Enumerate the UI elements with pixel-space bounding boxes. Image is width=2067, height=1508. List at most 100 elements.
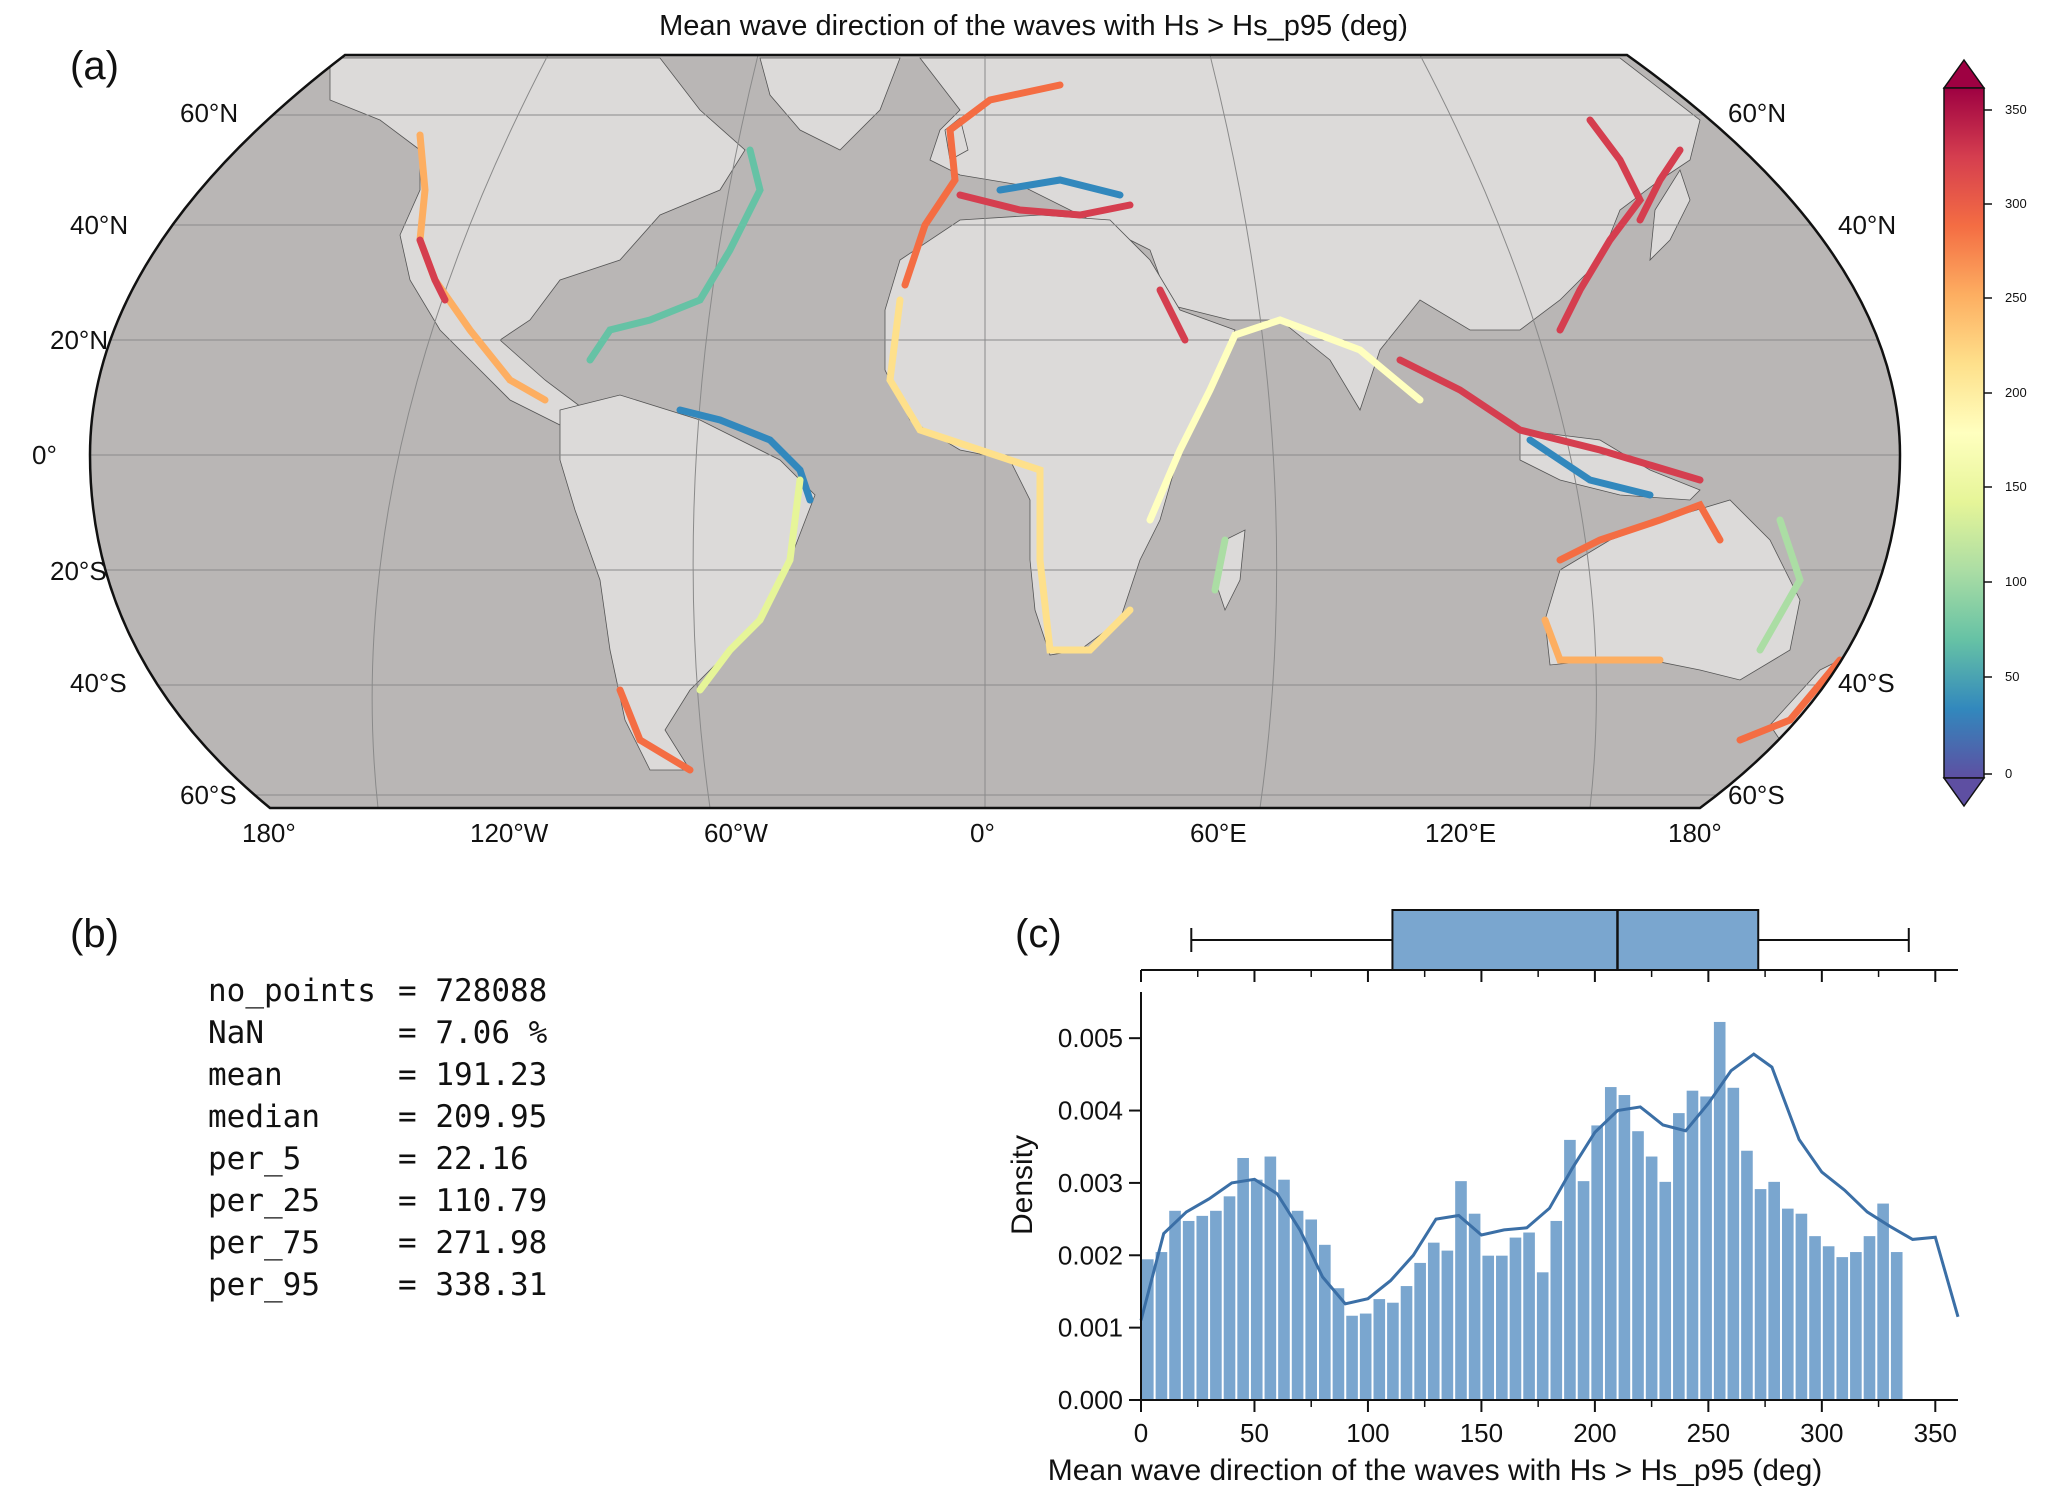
land-masses (329, 57, 1841, 771)
histogram-bar (1468, 1212, 1482, 1401)
histogram-bar (1399, 1285, 1414, 1401)
stat-value: = 728088 (398, 973, 548, 1009)
colorbar-tick-350: 350 (2005, 102, 2027, 117)
histogram-bar (1372, 1298, 1386, 1401)
histogram-bar (1576, 1180, 1591, 1401)
histogram-bar (1699, 1095, 1713, 1401)
stat-key: per_5 (208, 1141, 302, 1177)
lon-label-60e: 60°E (1190, 818, 1247, 848)
histogram-bar (1685, 1089, 1700, 1401)
histogram-bar (1440, 1249, 1454, 1401)
histogram-bar (1726, 1086, 1740, 1401)
stat-row: no_points = 728088 (208, 970, 547, 1012)
lat-label-60s-right: 60°S (1728, 780, 1785, 810)
histogram-bar (1386, 1301, 1400, 1401)
stat-value: = 209.95 (398, 1099, 548, 1135)
stat-key: mean (208, 1057, 283, 1093)
stat-row: mean = 191.23 (208, 1054, 547, 1096)
stat-row: median = 209.95 (208, 1096, 547, 1138)
histogram-bar (1781, 1207, 1795, 1401)
histogram-bar (1522, 1231, 1536, 1401)
histogram-bar (1645, 1155, 1659, 1401)
histogram-bar (1536, 1271, 1550, 1401)
y-tick-label: 0.000 (1058, 1385, 1123, 1415)
colorbar-tick-300: 300 (2005, 196, 2027, 211)
histogram-bar (1154, 1251, 1169, 1401)
lon-label-60w: 60°W (704, 818, 768, 848)
colorbar-tick-150: 150 (2005, 479, 2027, 494)
histogram-bar (1236, 1157, 1250, 1401)
x-tick-label: 150 (1460, 1418, 1503, 1448)
histogram-bar (1427, 1241, 1441, 1401)
lat-label-40n-right: 40°N (1838, 210, 1897, 240)
histogram-bar (1508, 1236, 1523, 1401)
x-tick-label: 0 (1134, 1418, 1148, 1448)
y-tick-label: 0.003 (1058, 1168, 1123, 1198)
y-tick-label: 0.002 (1058, 1240, 1123, 1270)
histogram-bar (1195, 1215, 1209, 1401)
histogram-bar (1658, 1181, 1672, 1401)
colorbar-tick-0: 0 (2005, 766, 2013, 781)
histogram-bar (1590, 1124, 1604, 1401)
south-america (559, 394, 816, 771)
stat-value: = 22.16 (398, 1141, 529, 1177)
histogram-bar (1549, 1220, 1563, 1401)
stat-key: no_points (208, 973, 376, 1009)
lat-label-40s-left: 40°S (70, 668, 127, 698)
histogram-bar (1631, 1130, 1645, 1401)
stat-row: per_5 = 22.16 (208, 1138, 547, 1180)
lat-label-20s-left: 20°S (50, 556, 107, 586)
histogram-bar (1454, 1180, 1468, 1401)
stat-key: NaN (208, 1015, 264, 1051)
stat-key: median (208, 1099, 320, 1135)
stat-row: per_95 = 338.31 (208, 1264, 547, 1306)
x-tick-label: 200 (1573, 1418, 1616, 1448)
map-body (90, 55, 1900, 808)
histogram-bar (1604, 1086, 1618, 1401)
graticule (90, 55, 1900, 808)
lon-label-120w: 120°W (470, 818, 549, 848)
colorbar-gradient (1943, 87, 1985, 779)
colorbar-tick-200: 200 (2005, 385, 2027, 400)
x-axis-label: Mean wave direction of the waves with Hs… (1048, 1454, 1823, 1487)
histogram-bar (1862, 1235, 1877, 1401)
x-tick-label: 300 (1800, 1418, 1843, 1448)
indonesia (1519, 429, 1701, 501)
lon-label-180w: 180° (242, 818, 296, 848)
histogram-bar (1767, 1181, 1781, 1401)
boxplot (1140, 909, 1958, 982)
stat-key: per_25 (208, 1183, 320, 1219)
panel-a-label: (a) (70, 44, 119, 88)
x-tick-label: 100 (1346, 1418, 1389, 1448)
colorbar (1942, 58, 1992, 808)
histogram-bar (1182, 1220, 1196, 1401)
histogram-bar (1168, 1210, 1182, 1401)
histogram-bar (1617, 1094, 1632, 1401)
lat-label-60n-left: 60°N (180, 98, 239, 128)
histogram-bar (1495, 1254, 1509, 1401)
greenland (759, 57, 901, 151)
histogram-bar (1481, 1254, 1495, 1401)
stat-value: = 191.23 (398, 1057, 548, 1093)
kde-line (1139, 1052, 1960, 1321)
panel-b-label: (b) (70, 912, 119, 956)
histogram-bar (1849, 1251, 1863, 1401)
stat-key: per_75 (208, 1225, 320, 1261)
japan (1649, 169, 1691, 262)
lat-label-20n-left: 20°N (50, 325, 109, 355)
stats-block: no_points = 728088 NaN = 7.06 % mean = 191.… (208, 970, 547, 1306)
histogram-bar (1835, 1256, 1849, 1401)
histogram-bar (1331, 1287, 1346, 1401)
lat-label-40s-right: 40°S (1838, 668, 1895, 698)
histogram-bar (1808, 1235, 1822, 1401)
coastal-data (416, 81, 1844, 774)
histogram-bar (1794, 1212, 1809, 1401)
lon-label-120e: 120°E (1425, 818, 1497, 848)
lon-label-0: 0° (970, 818, 995, 848)
histogram-bar (1822, 1245, 1836, 1401)
lon-label-180e: 180° (1668, 818, 1722, 848)
panel-c-label: (c) (1015, 912, 1062, 956)
stat-value: = 7.06 % (398, 1015, 548, 1051)
y-tick-label: 0.001 (1058, 1313, 1123, 1343)
map-frame (88, 53, 1902, 810)
